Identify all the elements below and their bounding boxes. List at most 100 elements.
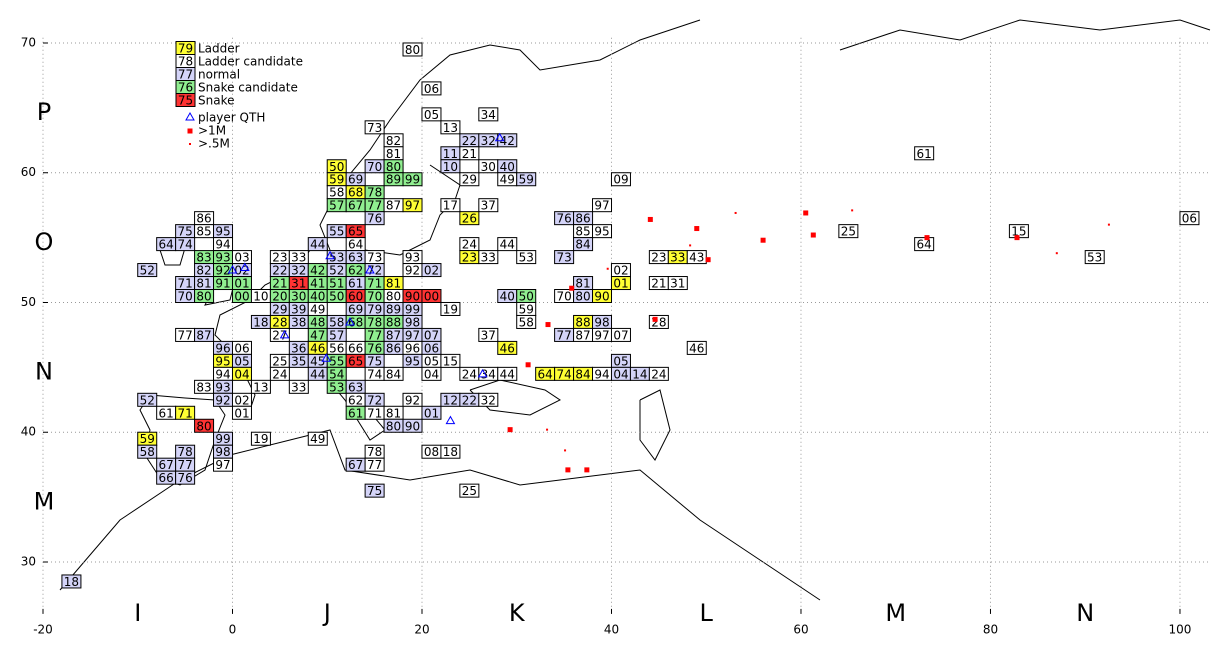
grid-square	[194, 289, 215, 304]
grid-square	[914, 146, 935, 161]
square-label: 69	[348, 173, 363, 187]
square-label: 05	[234, 354, 249, 368]
grid-square	[137, 392, 158, 407]
square-label: 52	[329, 264, 344, 278]
grid-square	[307, 431, 328, 446]
grid-square	[269, 366, 290, 381]
grid-square	[250, 379, 271, 394]
grid-square	[194, 418, 215, 433]
legend-sample: 79	[178, 42, 193, 56]
square-label: 74	[367, 367, 382, 381]
square-label: 81	[386, 147, 401, 161]
coast	[839, 19, 1211, 51]
big-point	[810, 232, 816, 238]
square-label: 80	[196, 419, 211, 433]
x-tick-label: 40	[604, 623, 619, 637]
square-label: 98	[594, 315, 609, 329]
square-label: 48	[310, 315, 325, 329]
square-label: 36	[291, 341, 306, 355]
grid-square	[175, 470, 196, 485]
square-label: 78	[177, 445, 192, 459]
big-point	[525, 362, 531, 368]
square-label: 73	[367, 121, 382, 135]
square-label: 27	[272, 328, 287, 342]
square-label: 94	[215, 238, 230, 252]
square-label: 90	[594, 290, 609, 304]
square-label: 32	[481, 134, 496, 148]
square-label: 70	[367, 160, 382, 174]
qth-point	[239, 262, 250, 271]
square-label: 77	[177, 458, 192, 472]
square-label: 32	[481, 393, 496, 407]
square-label: 44	[500, 367, 515, 381]
square-label: 67	[159, 458, 174, 472]
grid-square	[1179, 211, 1200, 226]
square-label: 32	[291, 264, 306, 278]
qth-point	[494, 132, 505, 142]
square-label: 22	[462, 134, 477, 148]
square-label: 62	[348, 393, 363, 407]
square-label: 72	[367, 393, 382, 407]
grid-square	[61, 574, 82, 589]
square-label: 61	[917, 147, 932, 161]
square-label: 98	[405, 315, 420, 329]
square-label: 99	[405, 302, 420, 316]
square-label: 22	[462, 393, 477, 407]
square-label: 10	[253, 290, 268, 304]
legend-label: >.5M	[198, 137, 230, 151]
square-label: 30	[291, 290, 306, 304]
grid-square	[440, 120, 461, 135]
square-label: 40	[310, 290, 325, 304]
square-label: 35	[291, 354, 306, 368]
square-label: 74	[177, 238, 192, 252]
legend-label: Ladder	[198, 42, 240, 56]
square-label: 80	[575, 290, 590, 304]
big-point	[705, 257, 711, 263]
x-field-label: M	[885, 599, 906, 627]
square-label: 87	[575, 328, 590, 342]
legend-label: Snake	[198, 94, 234, 108]
square-label: 34	[481, 108, 496, 122]
grid-square	[402, 42, 423, 57]
square-label: 19	[253, 432, 268, 446]
grid-square	[459, 172, 480, 187]
grid-square	[610, 172, 631, 187]
square-label: 06	[424, 82, 439, 96]
square-label: 45	[310, 354, 325, 368]
square-label: 02	[613, 264, 628, 278]
square-label: 66	[159, 471, 174, 485]
square-label: 01	[424, 406, 439, 420]
square-label: 23	[462, 251, 477, 265]
square-label: 14	[632, 367, 647, 381]
square-label: 03	[234, 251, 249, 265]
square-label: 61	[348, 406, 363, 420]
square-label: 63	[348, 251, 363, 265]
x-tick-label: 100	[1169, 623, 1192, 637]
grid-square	[478, 107, 499, 122]
square-label: 29	[462, 173, 477, 187]
square-label: 43	[689, 251, 704, 265]
big-point	[652, 316, 658, 322]
square-label: 56	[329, 341, 344, 355]
square-label: 22	[272, 264, 287, 278]
square-label: 42	[500, 134, 515, 148]
square-label: 49	[500, 173, 515, 187]
square-label: 71	[177, 406, 192, 420]
small-point	[546, 428, 549, 431]
square-label: 19	[443, 302, 458, 316]
square-label: 52	[140, 393, 155, 407]
square-label: 95	[215, 354, 230, 368]
square-label: 24	[651, 367, 666, 381]
grid-square	[686, 250, 707, 265]
qth-point	[325, 250, 335, 260]
square-label: 37	[481, 199, 496, 213]
square-label: 93	[405, 251, 420, 265]
grid-square	[440, 353, 461, 368]
square-label: 25	[462, 484, 477, 498]
square-label: 01	[613, 277, 628, 291]
square-label: 76	[177, 471, 192, 485]
square-label: 83	[196, 380, 211, 394]
square-label: 55	[329, 225, 344, 239]
square-label: 77	[367, 458, 382, 472]
square-label: 88	[386, 315, 401, 329]
